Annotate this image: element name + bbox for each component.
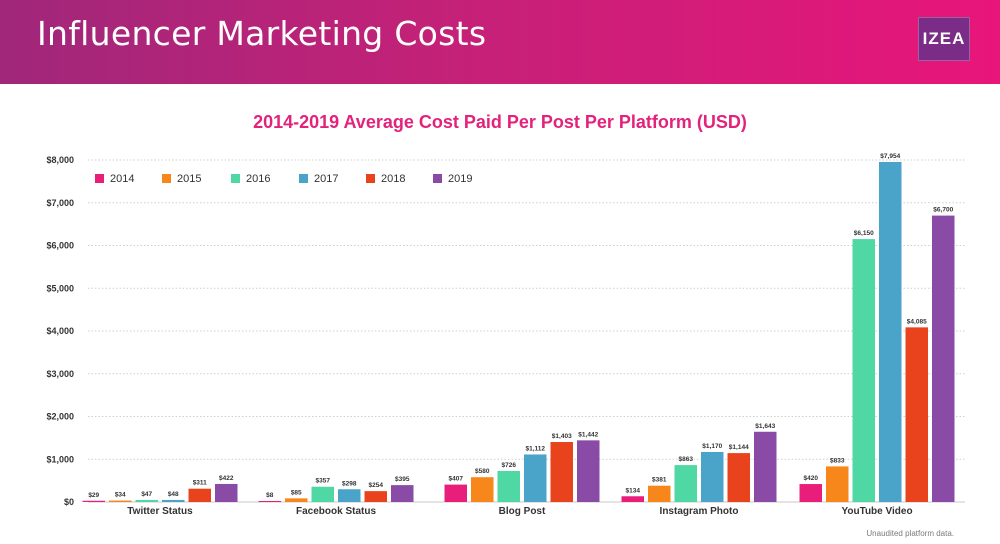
header-banner: Influencer Marketing Costs IZEA — [0, 0, 1000, 84]
data-label: $726 — [502, 462, 517, 469]
y-tick-label: $3,000 — [46, 369, 74, 379]
bar — [162, 499, 185, 502]
bar — [826, 466, 849, 502]
bar — [701, 451, 724, 502]
bar — [109, 500, 132, 502]
y-tick-label: $4,000 — [46, 326, 74, 336]
izea-logo: IZEA — [918, 17, 970, 61]
bar — [188, 488, 211, 502]
data-label: $1,643 — [755, 423, 775, 430]
bar — [550, 442, 573, 502]
legend-label: 2014 — [110, 173, 134, 185]
y-tick-label: $1,000 — [46, 454, 74, 464]
y-tick-label: $7,000 — [46, 198, 74, 208]
legend-label: 2016 — [246, 173, 270, 185]
data-label: $422 — [219, 475, 234, 482]
bar — [648, 485, 671, 502]
data-label: $311 — [193, 480, 207, 487]
data-label: $580 — [475, 468, 490, 475]
bar — [879, 161, 902, 503]
data-label: $1,403 — [552, 433, 572, 440]
bar — [338, 489, 361, 502]
legend-label: 2017 — [314, 173, 338, 185]
bar — [674, 465, 697, 502]
y-tick-label: $8,000 — [46, 155, 74, 165]
data-label: $254 — [369, 482, 384, 489]
y-tick-label: $5,000 — [46, 283, 74, 293]
bar — [364, 491, 387, 502]
data-label: $6,700 — [933, 207, 953, 214]
bar — [444, 484, 467, 502]
data-label: $29 — [88, 492, 99, 499]
legend-swatch — [231, 174, 240, 183]
legend-label: 2019 — [448, 173, 472, 185]
bar — [727, 453, 750, 502]
bar — [82, 500, 105, 502]
bar — [258, 501, 281, 502]
chart-title: 2014-2019 Average Cost Paid Per Post Per… — [253, 112, 747, 132]
legend-swatch — [162, 174, 171, 183]
data-label: $134 — [626, 487, 641, 494]
data-label: $395 — [395, 476, 410, 483]
data-label: $1,442 — [578, 431, 598, 438]
data-label: $1,170 — [702, 443, 722, 450]
data-label: $863 — [679, 456, 694, 463]
bar — [391, 485, 414, 502]
x-category-label: Facebook Status — [296, 506, 376, 517]
data-label: $8 — [266, 492, 274, 499]
data-label: $4,085 — [907, 318, 927, 325]
bar — [577, 440, 600, 502]
data-label: $6,150 — [854, 230, 874, 237]
data-label: $34 — [115, 492, 126, 499]
legend-label: 2018 — [381, 173, 405, 185]
bar — [311, 486, 334, 502]
legend-swatch — [299, 174, 308, 183]
page-title: Influencer Marketing Costs — [37, 14, 487, 53]
bar — [215, 483, 238, 502]
legend-swatch — [366, 174, 375, 183]
footnote: Unaudited platform data. — [866, 529, 954, 538]
data-label: $381 — [652, 477, 667, 484]
data-label: $7,954 — [880, 153, 900, 160]
data-label: $298 — [342, 480, 357, 487]
bar — [524, 454, 547, 502]
bar — [285, 498, 308, 502]
y-tick-label: $6,000 — [46, 241, 74, 251]
bar — [799, 484, 822, 502]
bar — [471, 477, 494, 502]
x-category-label: Instagram Photo — [660, 506, 739, 517]
bar — [135, 499, 158, 502]
data-label: $1,144 — [729, 444, 749, 451]
y-tick-label: $0 — [64, 497, 74, 507]
data-label: $1,112 — [525, 445, 545, 452]
data-label: $47 — [141, 491, 152, 498]
bar — [852, 239, 875, 502]
data-label: $85 — [291, 489, 302, 496]
data-label: $420 — [804, 475, 819, 482]
data-label: $48 — [168, 491, 179, 498]
bar — [621, 496, 644, 502]
legend-swatch — [95, 174, 104, 183]
data-label: $407 — [449, 476, 464, 483]
y-tick-label: $2,000 — [46, 412, 74, 422]
bar — [497, 470, 520, 502]
bar — [905, 327, 928, 502]
x-category-label: Blog Post — [499, 506, 546, 517]
data-label: $833 — [830, 457, 845, 464]
bar — [754, 431, 777, 502]
legend-label: 2015 — [177, 173, 201, 185]
x-category-label: YouTube Video — [841, 506, 912, 517]
logo-text: IZEA — [922, 29, 966, 48]
x-category-label: Twitter Status — [127, 506, 193, 517]
data-label: $357 — [316, 478, 331, 485]
legend-swatch — [433, 174, 442, 183]
bar — [932, 215, 955, 502]
